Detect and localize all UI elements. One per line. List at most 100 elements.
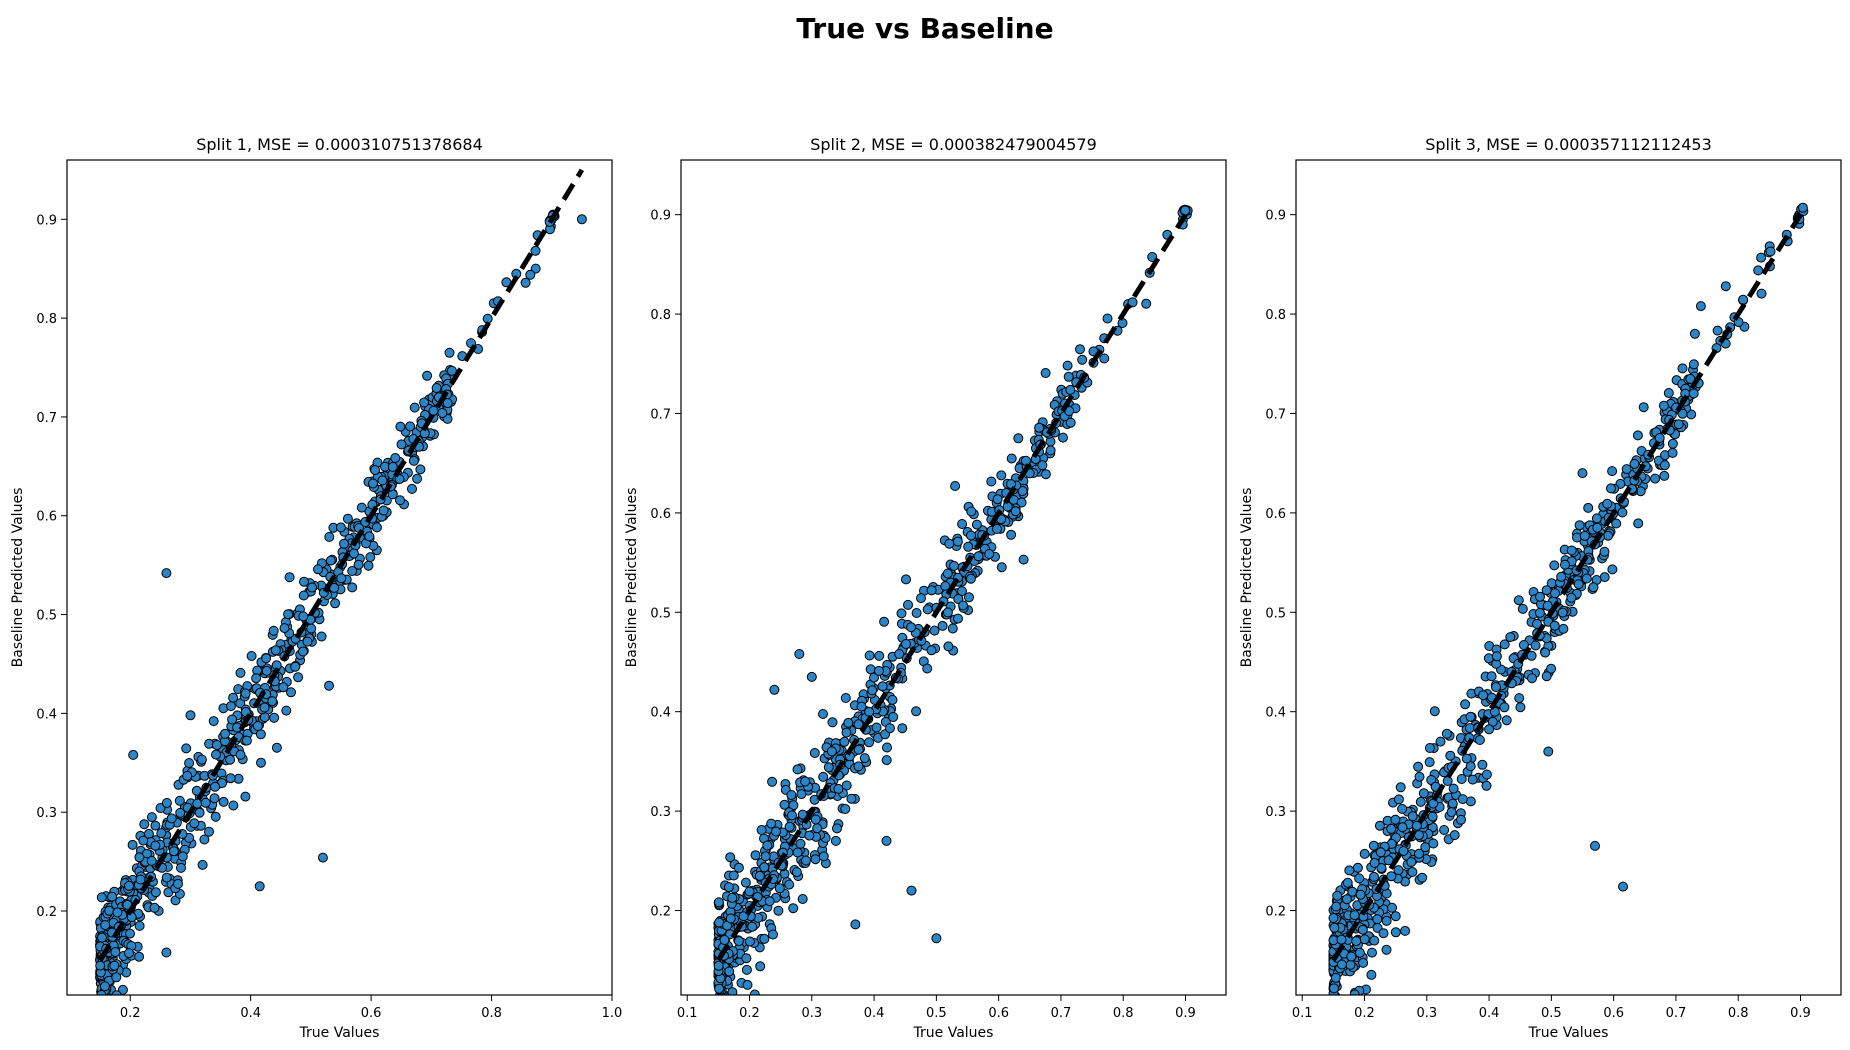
- x-tick-label: 0.6: [988, 1006, 1009, 1021]
- data-point: [1390, 911, 1401, 922]
- data-point: [261, 665, 272, 676]
- data-point: [1765, 246, 1776, 257]
- data-point: [926, 645, 937, 656]
- data-point: [1352, 862, 1363, 873]
- data-point: [1369, 857, 1380, 868]
- data-point: [251, 673, 262, 684]
- data-point: [744, 936, 755, 947]
- data-point: [530, 263, 541, 274]
- x-tick-label: 0.1: [677, 1006, 698, 1021]
- data-point: [724, 966, 735, 977]
- data-point: [1566, 545, 1577, 556]
- data-point: [109, 960, 120, 971]
- data-point: [788, 903, 799, 914]
- data-point: [792, 764, 803, 775]
- data-point: [804, 830, 815, 841]
- y-tick-label: 0.4: [1265, 706, 1286, 721]
- data-point: [298, 611, 309, 622]
- data-point: [105, 1003, 114, 1012]
- data-point: [1541, 671, 1552, 682]
- data-point: [792, 847, 803, 858]
- data-point: [942, 568, 953, 579]
- data-point: [347, 582, 358, 593]
- data-point: [226, 701, 236, 712]
- data-point: [1354, 947, 1365, 958]
- axes-frame: [66, 159, 613, 996]
- data-point: [1650, 473, 1661, 484]
- data-point: [1756, 288, 1767, 299]
- data-point: [1018, 554, 1029, 565]
- data-point: [1386, 871, 1397, 882]
- points-layer: [713, 204, 1193, 995]
- x-tick-label: 0.4: [1479, 1006, 1500, 1021]
- data-point: [211, 740, 222, 750]
- data-point: [738, 911, 749, 922]
- data-point: [197, 859, 208, 870]
- data-point: [111, 972, 122, 983]
- data-point: [871, 722, 882, 733]
- data-point: [922, 663, 933, 674]
- data-point: [843, 717, 854, 728]
- data-point: [741, 964, 752, 975]
- data-point: [963, 541, 974, 552]
- data-point: [810, 854, 821, 865]
- data-point: [733, 862, 744, 873]
- data-point: [1330, 1009, 1339, 1018]
- data-point: [1465, 761, 1476, 772]
- data-point: [1797, 202, 1808, 213]
- data-point: [1331, 901, 1342, 912]
- data-point: [881, 835, 892, 846]
- data-point: [1590, 840, 1600, 851]
- data-point: [286, 687, 296, 698]
- data-point: [1331, 1025, 1340, 1034]
- data-point: [1621, 464, 1632, 475]
- data-point: [204, 826, 214, 837]
- data-point: [818, 709, 828, 719]
- data-point: [112, 907, 123, 918]
- data-point: [99, 1002, 108, 1011]
- data-point: [1006, 529, 1017, 540]
- y-axis-label: Baseline Predicted Values: [10, 488, 26, 668]
- data-point: [728, 870, 739, 881]
- data-point: [949, 560, 959, 571]
- data-point: [1340, 1014, 1349, 1023]
- data-point: [996, 562, 1007, 573]
- data-point: [800, 776, 811, 787]
- data-point: [1424, 757, 1435, 768]
- data-point: [324, 531, 335, 542]
- data-point: [727, 994, 732, 995]
- data-point: [767, 776, 778, 787]
- data-point: [953, 613, 963, 624]
- data-point: [111, 990, 122, 995]
- data-point: [1329, 983, 1339, 994]
- scatter-panel-split-1: Split 1, MSE = 0.000310751378684 0.2 0.4 0.…: [10, 135, 622, 1041]
- x-tick-label: 0.2: [120, 1006, 141, 1021]
- data-point: [958, 600, 969, 611]
- data-point: [1424, 743, 1435, 753]
- y-tick-label: 0.8: [650, 308, 671, 323]
- panel-title: Split 2, MSE = 0.000382479004579: [810, 135, 1097, 154]
- data-point: [1474, 735, 1485, 745]
- data-point: [235, 698, 246, 709]
- data-point: [284, 572, 295, 583]
- data-point: [957, 519, 968, 529]
- data-point: [922, 604, 933, 615]
- data-point: [1535, 591, 1545, 602]
- data-point: [1486, 671, 1497, 682]
- data-point: [530, 245, 541, 256]
- data-point: [965, 573, 976, 584]
- data-point: [797, 894, 808, 904]
- data-point: [1534, 607, 1545, 618]
- data-point: [409, 402, 420, 413]
- data-point: [1753, 265, 1764, 276]
- data-point: [1677, 408, 1688, 419]
- data-point: [1633, 518, 1644, 529]
- data-point: [801, 855, 811, 866]
- data-point: [1602, 498, 1613, 509]
- data-point: [146, 812, 157, 823]
- data-point: [1331, 1012, 1340, 1021]
- data-point: [1418, 788, 1429, 799]
- y-tick-label: 0.2: [650, 905, 671, 920]
- data-point: [209, 793, 220, 804]
- data-point: [1464, 723, 1475, 734]
